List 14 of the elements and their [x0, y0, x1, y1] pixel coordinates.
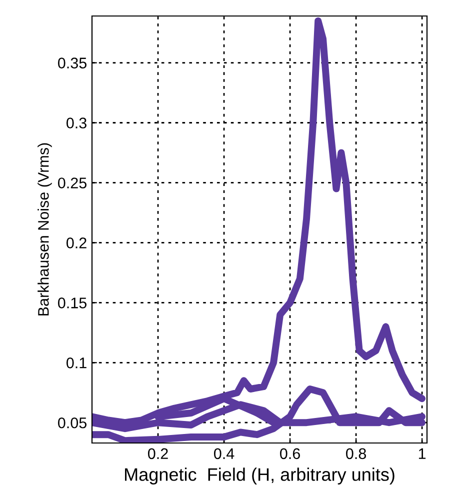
y-tick-label: 0.25 — [58, 178, 86, 188]
x-tick-label: 0.4 — [214, 448, 234, 460]
y-tick-label: 0.3 — [66, 118, 86, 128]
x-axis-title: Magnetic Field (H, arbitrary units) — [125, 468, 394, 484]
x-tick-label: 0.6 — [280, 448, 300, 460]
x-tick-label: 0.2 — [148, 448, 168, 460]
x-tick-label: 1 — [418, 448, 426, 459]
y-tick-label: 0.2 — [66, 238, 86, 248]
y-axis-title: Barkhausen Noise (Vrms) — [38, 143, 52, 316]
y-tick-label: 0.05 — [58, 417, 86, 428]
y-tick-label: 0.15 — [58, 298, 86, 308]
x-tick-label: 0.8 — [346, 448, 366, 460]
y-tick-label: 0.35 — [58, 58, 86, 68]
y-tick-label: 0.1 — [66, 358, 86, 368]
